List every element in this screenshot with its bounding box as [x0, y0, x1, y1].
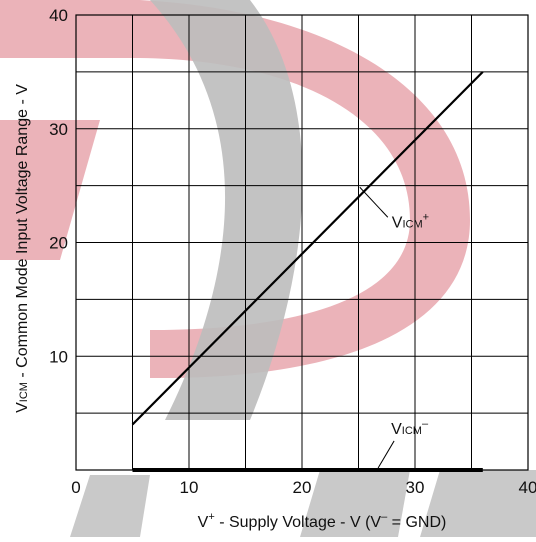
series-leader-vicm-plus — [359, 186, 389, 218]
x-axis-title-suffix: = GND) — [387, 514, 446, 531]
series-leader-vicm-minus — [377, 440, 395, 469]
y-axis-title-main: - Common Mode Input Voltage Range - V — [14, 84, 31, 382]
series-lines — [131, 71, 484, 472]
watermark-grey-letter-2 — [300, 470, 410, 537]
x-tick-label: 0 — [71, 478, 80, 497]
x-tick-label: 10 — [180, 478, 199, 497]
watermark-grey-band — [150, 0, 303, 420]
x-axis-title-sup: – — [381, 511, 388, 523]
y-axis-title-sub: ICM — [18, 382, 30, 402]
series-label-vicm-plus-sub: ICM — [402, 218, 422, 230]
series-label-vicm-plus-base: V — [392, 214, 403, 231]
y-tick-label: 10 — [49, 347, 68, 366]
series-labels: VICM+ VICM– — [359, 186, 429, 469]
x-axis-title-main: - Supply Voltage - V (V — [215, 514, 382, 531]
x-axis-title-prefix: V — [198, 514, 209, 531]
series-label-vicm-minus: VICM– — [391, 418, 429, 438]
series-label-vicm-plus: VICM+ — [392, 211, 429, 231]
watermark-pink-arc — [0, 0, 470, 379]
series-line-vicm-plus — [131, 71, 484, 426]
y-tick-label: 40 — [49, 6, 68, 25]
x-tick-label: 20 — [293, 478, 312, 497]
watermark-pink-wedge — [0, 120, 100, 260]
x-axis-title: V+ - Supply Voltage - V (V– = GND) — [198, 511, 447, 531]
watermark-grey-letter-3 — [420, 470, 536, 537]
watermark-grey-letter-1 — [70, 475, 150, 537]
x-tick-label: 30 — [406, 478, 425, 497]
x-tick-label: 40 — [519, 478, 536, 497]
y-axis-title: VICM - Common Mode Input Voltage Range -… — [14, 84, 31, 413]
series-label-vicm-plus-sup: + — [423, 211, 429, 223]
series-label-vicm-minus-sup: – — [422, 418, 429, 430]
y-tick-label: 20 — [49, 234, 68, 253]
y-axis-title-prefix: V — [14, 402, 31, 413]
series-label-vicm-minus-base: V — [391, 421, 402, 438]
series-label-vicm-minus-sub: ICM — [402, 425, 422, 437]
y-tick-label: 30 — [49, 120, 68, 139]
x-axis-title-prefix-sup: + — [208, 511, 214, 523]
tick-labels: 0 10 20 30 40 10 20 30 40 — [49, 6, 536, 497]
plot-grid — [75, 14, 529, 471]
